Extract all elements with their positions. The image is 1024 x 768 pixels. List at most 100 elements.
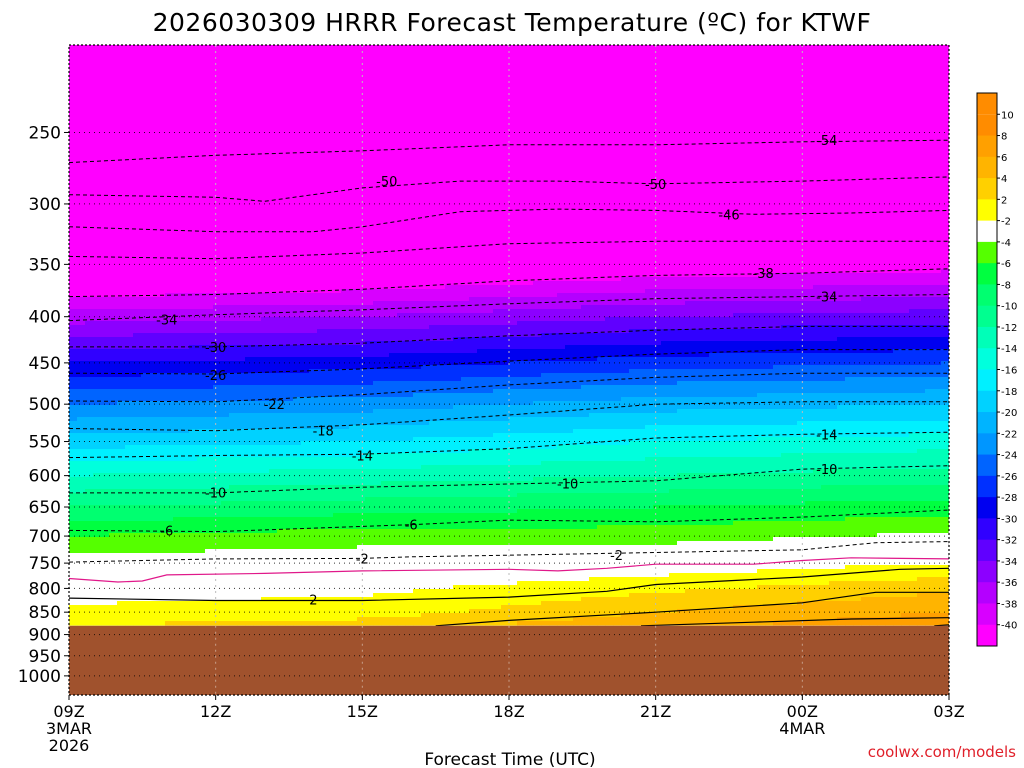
fill-cell <box>237 105 246 110</box>
fill-cell <box>309 425 318 430</box>
fill-cell <box>133 493 142 498</box>
fill-cell <box>69 161 78 166</box>
fill-cell <box>197 545 206 550</box>
fill-cell <box>301 617 310 622</box>
fill-cell <box>277 321 286 326</box>
fill-cell <box>221 361 230 366</box>
fill-cell <box>341 89 350 94</box>
fill-cell <box>293 205 302 210</box>
fill-cell <box>77 433 86 438</box>
fill-cell <box>213 261 222 266</box>
fill-cell <box>245 413 254 418</box>
fill-cell <box>333 237 342 242</box>
fill-cell <box>325 293 334 298</box>
fill-cell <box>69 605 78 610</box>
fill-cell <box>293 597 302 602</box>
fill-cell <box>317 177 326 182</box>
fill-cell <box>133 93 142 98</box>
fill-cell <box>149 221 158 226</box>
fill-cell <box>285 217 294 222</box>
fill-cell <box>197 61 206 66</box>
fill-cell <box>317 525 326 530</box>
fill-cell <box>165 165 174 170</box>
fill-cell <box>205 197 214 202</box>
fill-cell <box>117 197 126 202</box>
fill-cell <box>245 573 254 578</box>
fill-cell <box>205 145 214 150</box>
fill-cell <box>197 461 206 466</box>
fill-cell <box>325 513 334 518</box>
fill-cell <box>213 377 222 382</box>
fill-cell <box>269 209 278 214</box>
fill-cell <box>69 313 78 318</box>
fill-cell <box>77 117 86 122</box>
fill-cell <box>213 373 222 378</box>
fill-cell <box>93 237 102 242</box>
fill-cell <box>189 321 198 326</box>
fill-cell <box>189 601 198 606</box>
fill-cell <box>165 145 174 150</box>
fill-cell <box>197 481 206 486</box>
fill-cell <box>253 509 262 514</box>
fill-cell <box>277 309 286 314</box>
fill-cell <box>221 221 230 226</box>
fill-cell <box>197 381 206 386</box>
fill-cell <box>165 489 174 494</box>
fill-cell <box>181 517 190 522</box>
fill-cell <box>149 257 158 262</box>
fill-cell <box>189 261 198 266</box>
fill-cell <box>109 285 118 290</box>
fill-cell <box>69 513 78 518</box>
fill-cell <box>173 53 182 58</box>
fill-cell <box>181 421 190 426</box>
fill-cell <box>109 445 118 450</box>
fill-cell <box>69 593 78 598</box>
fill-cell <box>301 537 310 542</box>
fill-cell <box>157 489 166 494</box>
fill-cell <box>165 193 174 198</box>
fill-cell <box>269 105 278 110</box>
fill-cell <box>237 141 246 146</box>
fill-cell <box>109 217 118 222</box>
fill-cell <box>117 549 126 554</box>
fill-cell <box>317 617 326 622</box>
fill-cell <box>157 285 166 290</box>
fill-cell <box>325 77 334 82</box>
fill-cell <box>245 113 254 118</box>
fill-cell <box>149 81 158 86</box>
fill-cell <box>157 53 166 58</box>
fill-cell <box>229 421 238 426</box>
fill-cell <box>117 481 126 486</box>
fill-cell <box>109 521 118 526</box>
fill-cell <box>157 357 166 362</box>
fill-cell <box>317 97 326 102</box>
chart-title: 2026030309 HRRR Forecast Temperature (ºC… <box>153 8 872 37</box>
fill-cell <box>101 301 110 306</box>
fill-cell <box>325 353 334 358</box>
fill-cell <box>317 521 326 526</box>
fill-cell <box>309 229 318 234</box>
fill-cell <box>173 121 182 126</box>
fill-cell <box>181 585 190 590</box>
fill-cell <box>213 161 222 166</box>
fill-cell <box>325 189 334 194</box>
fill-cell <box>229 269 238 274</box>
fill-cell <box>181 617 190 622</box>
fill-cell <box>133 413 142 418</box>
fill-cell <box>85 73 94 78</box>
fill-cell <box>149 541 158 546</box>
fill-cell <box>221 53 230 58</box>
fill-cell <box>221 473 230 478</box>
fill-cell <box>165 389 174 394</box>
fill-cell <box>117 493 126 498</box>
fill-cell <box>285 97 294 102</box>
fill-cell <box>69 421 78 426</box>
fill-cell <box>173 61 182 66</box>
fill-cell <box>109 201 118 206</box>
fill-cell <box>85 309 94 314</box>
fill-cell <box>109 93 118 98</box>
fill-cell <box>293 569 302 574</box>
fill-cell <box>157 181 166 186</box>
fill-cell <box>69 465 78 470</box>
fill-cell <box>197 213 206 218</box>
